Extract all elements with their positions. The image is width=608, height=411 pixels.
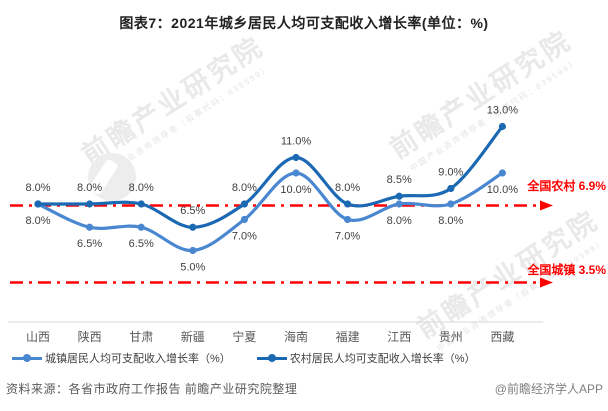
urban-series-marker-icon (12, 354, 42, 362)
x-axis-label: 陕西 (78, 329, 102, 344)
data-point-marker (447, 184, 455, 193)
footer: 资料来源：各省市政府工作报告 前瞻产业研究院整理 @前瞻经济学人APP (0, 380, 608, 397)
legend: 城镇居民人均可支配收入增长率（%） 农村居民人均可支配收入增长率（%） (12, 350, 476, 366)
rural-series-marker-icon (256, 354, 287, 362)
data-point-marker (447, 200, 455, 208)
data-point-marker (292, 169, 300, 177)
chart-title: 图表7：2021年城乡居民人均可支配收入增长率(单位：%) (119, 15, 489, 31)
data-label: 6.5% (77, 238, 102, 250)
rural-series-line (36, 124, 504, 229)
data-label: 8.0% (387, 215, 412, 227)
data-point-marker (395, 192, 403, 200)
national-rural-average-label: 全国农村 6.9% (527, 179, 606, 193)
x-axis-label: 福建 (336, 329, 360, 344)
data-label: 8.5% (387, 174, 412, 186)
x-axis-label: 江西 (387, 330, 411, 344)
data-label: 8.0% (232, 182, 257, 194)
data-point-marker (137, 223, 145, 231)
data-point-marker (86, 200, 94, 208)
x-axis-label: 新疆 (181, 329, 205, 344)
data-label: 8.0% (25, 182, 50, 194)
data-point-marker (498, 122, 506, 131)
reference-arrow-icon (540, 200, 553, 211)
x-axis-label: 海南 (284, 329, 308, 344)
data-label: 8.0% (129, 182, 154, 194)
credit-note: @前瞻经济学人APP (494, 382, 603, 396)
data-point-marker (240, 200, 248, 208)
data-point-marker (86, 223, 94, 231)
urban-series-line (36, 171, 504, 253)
data-point-marker (292, 153, 300, 162)
legend-item-rural: 农村居民人均可支配收入增长率（%） (256, 350, 476, 366)
data-point-marker (189, 223, 197, 231)
data-label: 6.5% (180, 205, 205, 217)
data-label: 10.0% (487, 184, 518, 196)
source-note: 资料来源：各省市政府工作报告 前瞻产业研究院整理 (6, 382, 298, 396)
data-point-marker (395, 200, 403, 208)
x-axis-label: 宁夏 (232, 329, 256, 344)
data-label: 8.0% (335, 182, 360, 194)
data-label: 5.0% (180, 261, 205, 273)
data-label: 8.0% (25, 215, 50, 227)
data-label: 8.0% (77, 182, 102, 194)
x-axis-label: 甘肃 (129, 330, 153, 344)
data-label: 10.0% (280, 184, 311, 196)
legend-label-rural: 农村居民人均可支配收入增长率（%） (289, 353, 476, 365)
data-point-marker (344, 215, 352, 224)
data-point-marker (137, 200, 145, 208)
data-point-marker (498, 169, 506, 177)
data-label: 8.0% (438, 215, 463, 227)
data-label: 13.0% (487, 104, 518, 116)
data-label: 7.0% (232, 230, 257, 242)
legend-item-urban: 城镇居民人均可支配收入增长率（%） (12, 350, 231, 366)
data-point-marker (189, 246, 197, 255)
national-urban-average-label: 全国城镇 3.5% (527, 263, 606, 277)
x-axis-label: 西藏 (490, 330, 514, 344)
data-label: 9.0% (438, 166, 463, 178)
data-point-marker (240, 215, 248, 224)
x-axis-label: 山西 (26, 330, 50, 344)
data-point-marker (344, 200, 352, 208)
data-point-marker (34, 200, 42, 208)
data-label: 6.5% (129, 238, 154, 250)
data-label: 7.0% (335, 230, 360, 242)
data-label: 11.0% (281, 135, 312, 147)
reference-arrow-icon (540, 277, 553, 288)
legend-label-urban: 城镇居民人均可支配收入增长率（%） (45, 353, 231, 365)
x-axis-label: 贵州 (439, 330, 463, 344)
